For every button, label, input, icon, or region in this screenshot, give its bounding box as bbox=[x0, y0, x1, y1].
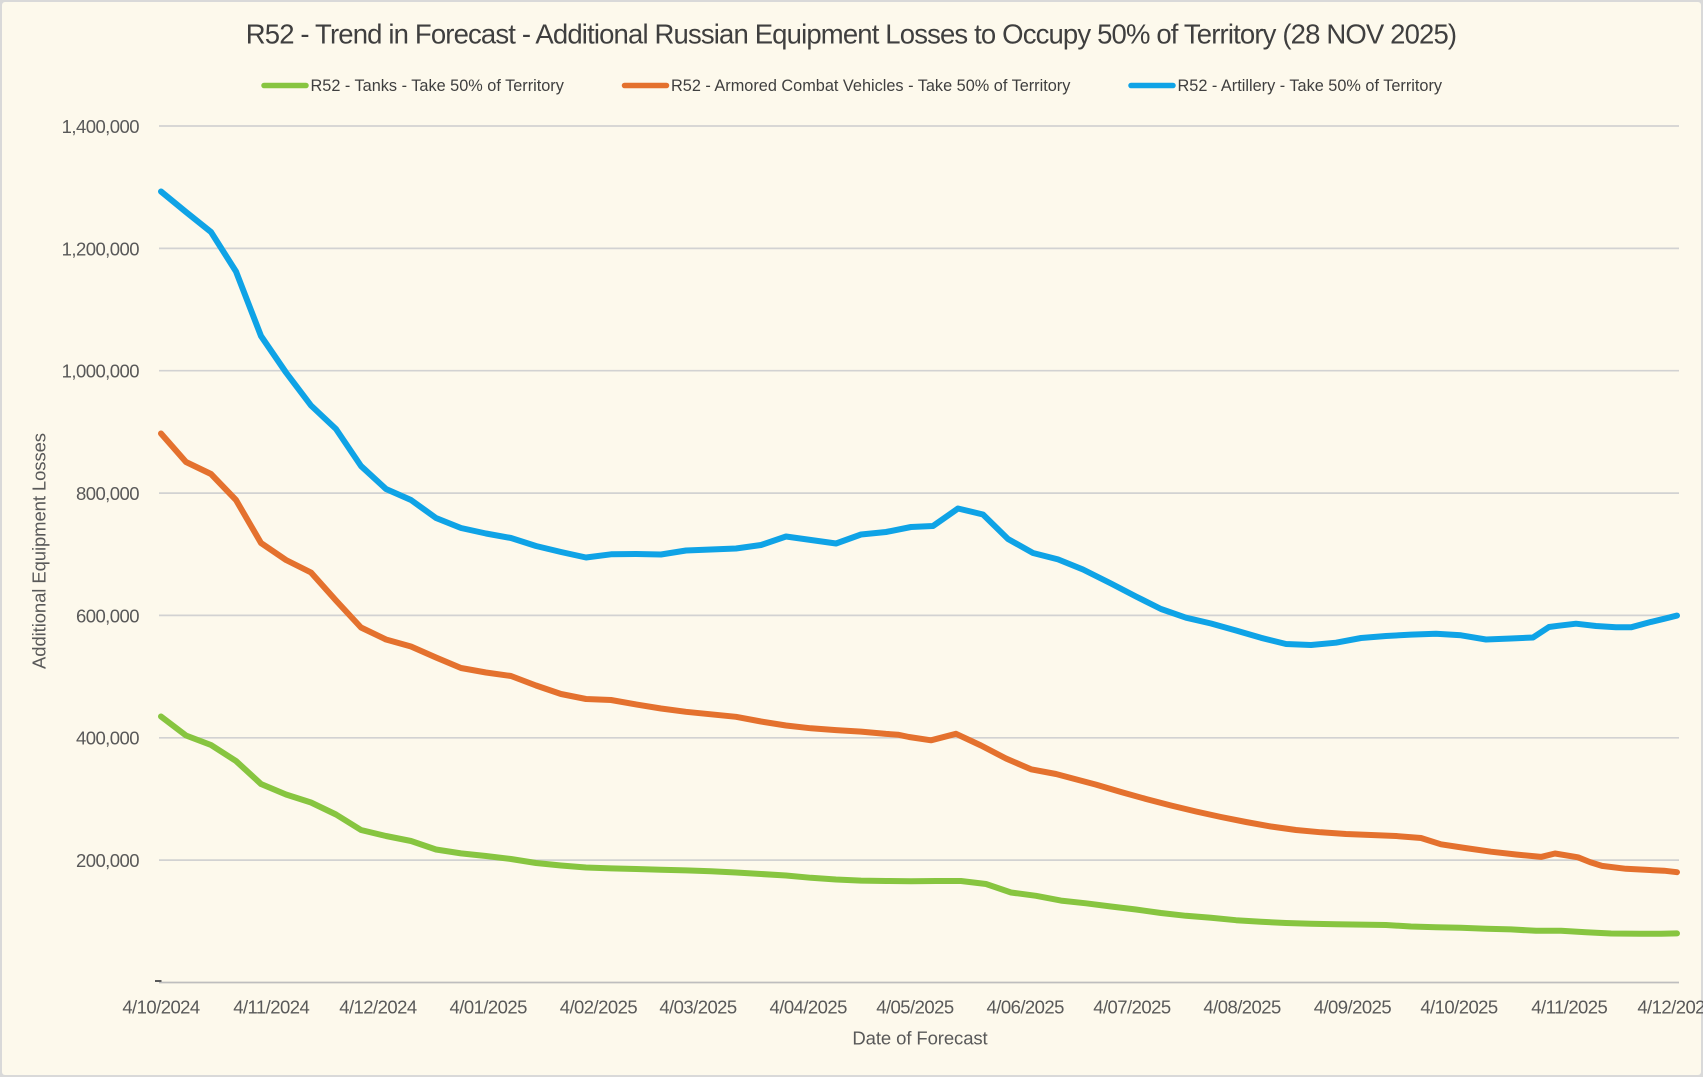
svg-text:600,000: 600,000 bbox=[76, 605, 139, 626]
svg-text:4/01/2025: 4/01/2025 bbox=[450, 997, 528, 1018]
svg-text:4/05/2025: 4/05/2025 bbox=[876, 997, 954, 1018]
svg-text:4/02/2025: 4/02/2025 bbox=[560, 997, 638, 1018]
svg-text:4/12/2025: 4/12/2025 bbox=[1637, 997, 1703, 1018]
svg-text:4/11/2024: 4/11/2024 bbox=[233, 997, 309, 1018]
svg-text:400,000: 400,000 bbox=[76, 728, 139, 749]
svg-text:R52 - Armored Combat Vehicles: R52 - Armored Combat Vehicles - Take 50%… bbox=[671, 77, 1071, 95]
svg-text:4/03/2025: 4/03/2025 bbox=[659, 997, 737, 1018]
svg-text:4/06/2025: 4/06/2025 bbox=[987, 997, 1065, 1018]
svg-text:4/12/2024: 4/12/2024 bbox=[339, 997, 417, 1018]
svg-text:1,400,000: 1,400,000 bbox=[62, 116, 140, 137]
svg-text:4/04/2025: 4/04/2025 bbox=[770, 997, 848, 1018]
svg-text:4/09/2025: 4/09/2025 bbox=[1314, 997, 1392, 1018]
svg-text:R52 - Trend in Forecast - Addi: R52 - Trend in Forecast - Additional Rus… bbox=[246, 19, 1457, 50]
svg-text:R52 - Tanks - Take 50% of Terr: R52 - Tanks - Take 50% of Territory bbox=[311, 77, 565, 95]
svg-text:4/10/2025: 4/10/2025 bbox=[1420, 997, 1498, 1018]
svg-text:800,000: 800,000 bbox=[76, 483, 139, 504]
svg-text:4/11/2025: 4/11/2025 bbox=[1531, 997, 1607, 1018]
svg-text:1,000,000: 1,000,000 bbox=[62, 361, 140, 382]
svg-text:4/08/2025: 4/08/2025 bbox=[1203, 997, 1281, 1018]
svg-text:4/10/2024: 4/10/2024 bbox=[122, 997, 200, 1018]
svg-text:Date of Forecast: Date of Forecast bbox=[852, 1028, 987, 1049]
svg-text:R52 - Artillery - Take 50% of: R52 - Artillery - Take 50% of Territory bbox=[1178, 77, 1443, 95]
svg-text:Additional Equipment Losses: Additional Equipment Losses bbox=[29, 433, 50, 669]
svg-text:200,000: 200,000 bbox=[76, 850, 139, 871]
svg-text:4/07/2025: 4/07/2025 bbox=[1093, 997, 1171, 1018]
svg-text:1,200,000: 1,200,000 bbox=[62, 238, 140, 259]
